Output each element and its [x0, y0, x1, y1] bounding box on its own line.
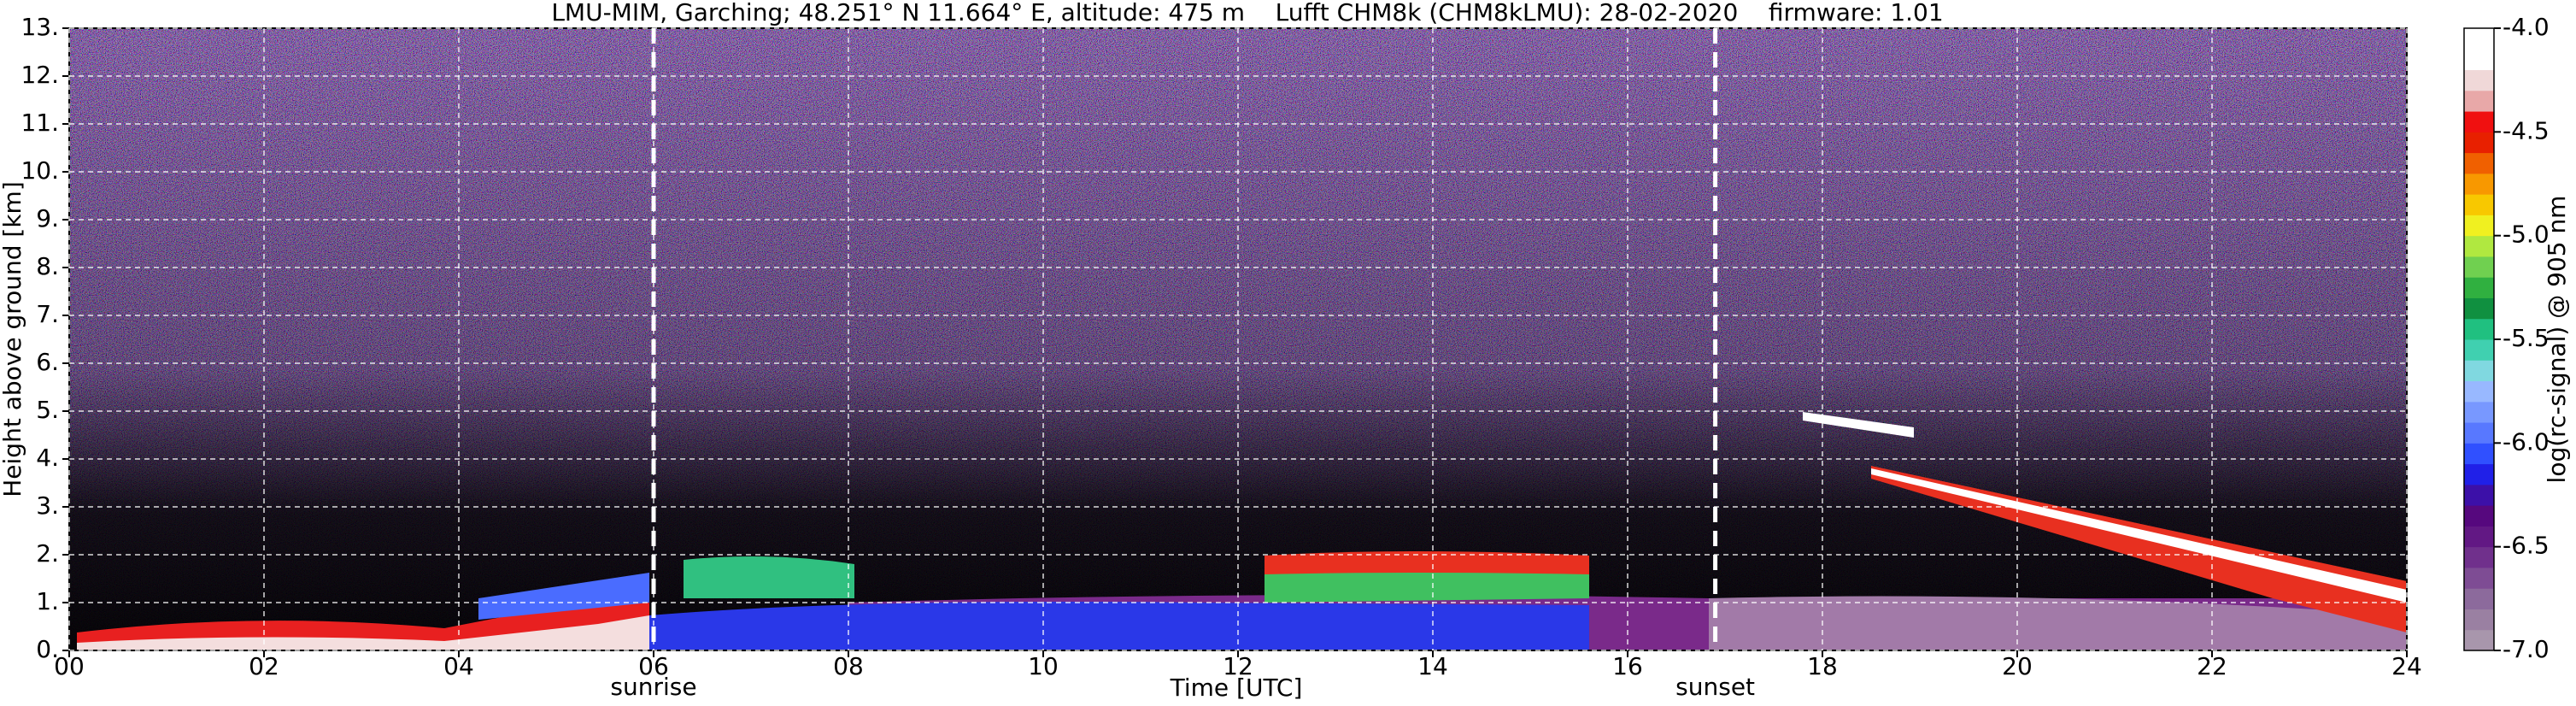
colorbar-segment: [2464, 567, 2494, 589]
colorbar-segment: [2464, 588, 2494, 609]
colorbar-segment: [2464, 443, 2494, 465]
chart-title: LMU-MIM, Garching; 48.251° N 11.664° E, …: [551, 0, 1943, 26]
annotation-label: sunset: [1675, 673, 1755, 701]
cloud-layer: [1871, 468, 2407, 603]
y-tick-label: 13.: [21, 13, 59, 41]
y-tick-label: 7.: [36, 300, 59, 328]
colorbar-segment: [2464, 463, 2494, 485]
y-tick-label: 3.: [36, 491, 59, 520]
x-tick-label: 02: [249, 652, 279, 680]
colorbar-segment: [2464, 339, 2494, 361]
y-tick-label: 1.: [36, 587, 59, 615]
colorbar-segment: [2464, 297, 2494, 320]
x-tick-label: 04: [443, 652, 474, 680]
x-tick-label: 24: [2391, 652, 2422, 680]
colorbar-segment: [2464, 505, 2494, 527]
x-tick-label: 16: [1612, 652, 1643, 680]
colorbar-tick-label: -6.0: [2503, 427, 2550, 456]
boundary-layer: [684, 556, 854, 598]
colorbar-segment: [2464, 132, 2494, 154]
colorbar-segment: [2464, 401, 2494, 423]
x-axis-label: Time [UTC]: [1170, 674, 1303, 702]
boundary-layer: [77, 573, 649, 650]
colorbar-tick-label: -7.0: [2503, 635, 2550, 663]
y-axis-label: Height above ground [km]: [0, 181, 26, 497]
x-tick-label: 12: [1223, 652, 1253, 680]
cloud-layer: [1803, 412, 1914, 438]
colorbar-tick-label: -6.5: [2503, 532, 2550, 560]
colorbar-segment: [2464, 111, 2494, 132]
y-tick-label: 6.: [36, 348, 59, 376]
x-tick-label: 06: [638, 652, 669, 680]
colorbar-segment: [2464, 380, 2494, 403]
y-tick-label: 4.: [36, 444, 59, 472]
cloud-layer: [1871, 466, 2407, 632]
y-tick-label: 2.: [36, 539, 59, 568]
colorbar-segment: [2464, 318, 2494, 340]
x-tick-label: 14: [1417, 652, 1448, 680]
boundary-layer: [478, 573, 649, 620]
colorbar-tick-label: -4.5: [2503, 116, 2550, 144]
colorbar-segment: [2464, 629, 2494, 651]
x-tick-label: 18: [1807, 652, 1838, 680]
aerosol-layer: [649, 602, 1589, 650]
colorbar-segment: [2464, 28, 2494, 50]
aerosol-layer: [1709, 596, 2407, 650]
x-tick-label: 08: [833, 652, 864, 680]
colorbar-segment: [2464, 69, 2494, 91]
y-tick-label: 0.: [36, 635, 59, 663]
colorbar-segment: [2464, 90, 2494, 112]
colorbar-segment: [2464, 215, 2494, 237]
colorbar-tick-label: -5.5: [2503, 324, 2550, 352]
annotation-label: sunrise: [610, 673, 696, 701]
y-tick-label: 5.: [36, 396, 59, 424]
colorbar-segment: [2464, 235, 2494, 257]
colorbar-segment: [2464, 256, 2494, 278]
boundary-layer: [77, 615, 649, 650]
x-tick-label: 00: [54, 652, 85, 680]
x-tick-label: 10: [1028, 652, 1059, 680]
colorbar-tick-label: -4.0: [2503, 13, 2550, 41]
colorbar-segment: [2464, 152, 2494, 174]
colorbar-segment: [2464, 422, 2494, 444]
colorbar-segment: [2464, 484, 2494, 506]
boundary-layer: [1265, 573, 1589, 603]
y-tick-label: 12.: [21, 61, 59, 89]
y-tick-label: 9.: [36, 204, 59, 232]
x-tick-label: 20: [2002, 652, 2033, 680]
colorbar-segment: [2464, 49, 2494, 71]
colorbar-segment: [2464, 546, 2494, 568]
colorbar-segment: [2464, 360, 2494, 382]
y-tick-label: 11.: [21, 109, 59, 137]
y-tick-label: 8.: [36, 252, 59, 280]
colorbar-segment: [2464, 194, 2494, 215]
colorbar-label: log(rc-signal) @ 905 nm: [2543, 196, 2571, 484]
colorbar-segment: [2464, 526, 2494, 548]
y-tick-label: 10.: [21, 156, 59, 185]
colorbar-segment: [2464, 609, 2494, 631]
colorbar-segment: [2464, 173, 2494, 195]
colorbar-segment: [2464, 277, 2494, 298]
colorbar-tick-label: -5.0: [2503, 221, 2550, 249]
x-tick-label: 22: [2197, 652, 2227, 680]
